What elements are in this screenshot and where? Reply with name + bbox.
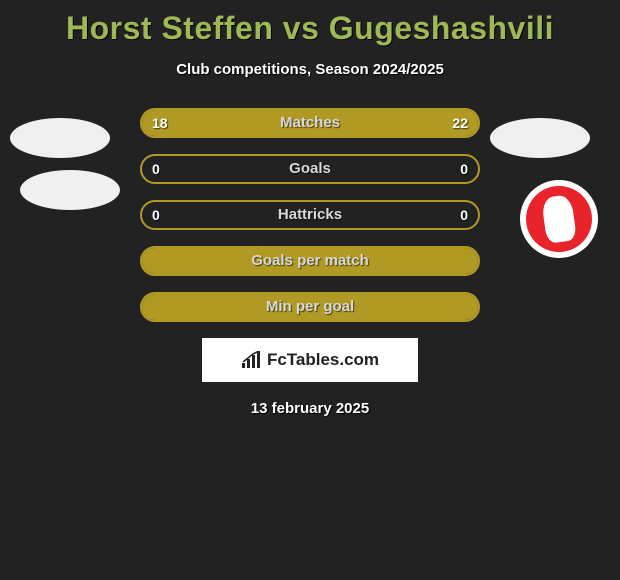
stat-row: Matches18 22	[140, 108, 480, 138]
stat-label: Goals per match	[140, 246, 480, 276]
stat-row: Goals0 0	[140, 154, 480, 184]
stat-value-left: 0	[152, 154, 160, 184]
stats-container: Matches1822Goals00Hattricks00Goals per m…	[0, 108, 620, 322]
stat-value-left: 18	[152, 108, 168, 138]
brand-chart-icon	[241, 351, 263, 369]
stat-value-right: 22	[452, 108, 468, 138]
stat-value-right: 0	[460, 200, 468, 230]
stat-label: Matches	[140, 108, 480, 138]
stat-row: Min per goal	[140, 292, 480, 322]
stat-value-left: 0	[152, 200, 160, 230]
stat-row: Goals per match	[140, 246, 480, 276]
brand-text: FcTables.com	[267, 350, 379, 370]
stat-label: Hattricks	[140, 200, 480, 230]
brand-box[interactable]: FcTables.com	[202, 338, 418, 382]
page-title: Horst Steffen vs Gugeshashvili	[0, 0, 620, 47]
subtitle: Club competitions, Season 2024/2025	[0, 61, 620, 78]
stat-value-right: 0	[460, 154, 468, 184]
stat-label: Min per goal	[140, 292, 480, 322]
stat-row: Hattricks0 0	[140, 200, 480, 230]
date-label: 13 february 2025	[0, 400, 620, 417]
stat-label: Goals	[140, 154, 480, 184]
